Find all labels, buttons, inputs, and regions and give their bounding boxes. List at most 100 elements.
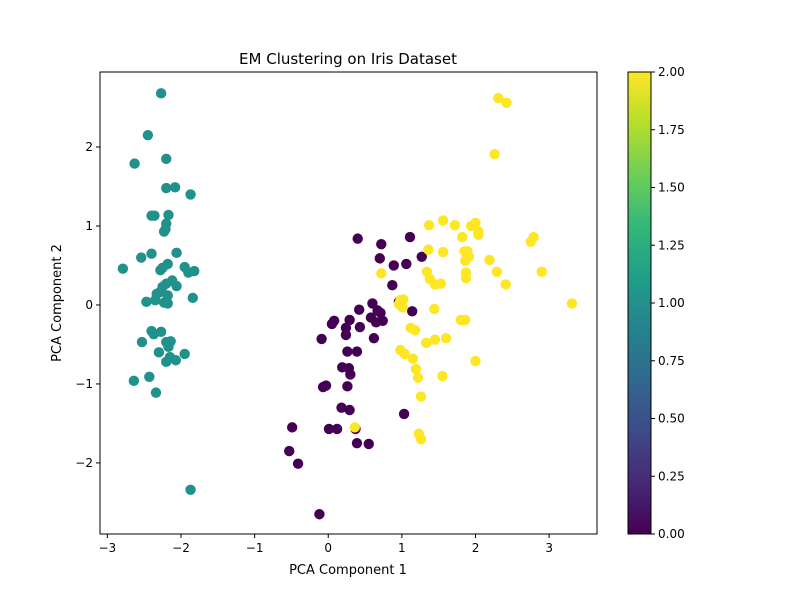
scatter-point-cluster-0 [404,231,416,243]
scatter-point-cluster-2 [429,334,441,345]
scatter-point-cluster-2 [420,337,432,349]
scatter-point-cluster-0 [340,322,352,334]
scatter-point-cluster-0 [363,438,374,450]
colorbar-tick-label: 0.00 [658,527,685,541]
scatter-point-cluster-0 [344,404,355,416]
scatter-point-cluster-1 [136,336,148,348]
scatter-point-cluster-1 [161,153,172,165]
scatter-point-cluster-1 [128,375,140,386]
scatter-point-cluster-1 [155,326,167,338]
x-axis-ticks: −3 −2 −1 0 1 2 3 [99,534,553,555]
y-axis-label: PCA Component 2 [50,244,65,362]
scatter-point-cluster-2 [437,370,448,382]
scatter-point-cluster-2 [440,332,452,344]
scatter-point-cluster-0 [375,307,386,319]
scatter-point-cluster-0 [336,402,347,413]
x-tick-label: −3 [99,541,117,555]
x-tick-label: 3 [545,541,553,555]
scatter-point-cluster-1 [136,252,147,263]
scatter-point-cluster-2 [457,231,468,243]
y-tick-label: 1 [85,219,93,233]
scatter-point-cluster-1 [146,248,157,259]
x-tick-label: −1 [246,541,264,555]
scatter-point-cluster-1 [155,88,167,99]
scatter-point-cluster-2 [399,348,411,360]
colorbar-tick-label: 1.00 [658,296,685,310]
scatter-point-cluster-1 [142,129,154,141]
scatter-point-cluster-2 [435,278,447,289]
scatter-point-cluster-1 [154,287,165,298]
plot-frame [100,72,597,534]
scatter-point-cluster-2 [376,268,387,279]
x-tick-label: 0 [324,541,332,555]
scatter-point-cluster-2 [470,355,481,367]
scatter-point-cluster-2 [493,92,504,104]
scatter-point-cluster-0 [351,346,363,357]
scatter-point-cluster-2 [423,220,435,231]
scatter-point-cluster-2 [501,97,512,109]
scatter-point-cluster-1 [144,371,155,383]
colorbar-tick-label: 1.25 [658,238,685,252]
y-tick-label: 2 [85,140,93,154]
scatter-point-cluster-2 [407,353,419,364]
scatter-point-cluster-2 [566,298,578,309]
scatter-point-cluster-0 [377,315,388,326]
scatter-point-cluster-0 [286,422,298,433]
scatter-point-cluster-2 [410,363,422,375]
colorbar-gradient [627,71,652,535]
colorbar-tick-label: 0.50 [658,412,685,426]
scatter-point-cluster-0 [340,329,352,341]
colorbar-tick-label: 0.25 [658,469,685,483]
scatter-point-cluster-0 [398,408,410,420]
scatter-point-cluster-0 [352,233,363,244]
scatter-point-cluster-1 [161,182,172,194]
scatter-point-cluster-2 [449,220,461,231]
scatter-point-cluster-1 [169,182,181,193]
x-tick-label: 2 [472,541,480,555]
scatter-point-cluster-2 [491,266,503,278]
scatter-point-cluster-0 [354,321,366,333]
scatter-point-cluster-2 [473,226,484,237]
scatter-point-cluster-1 [187,292,198,304]
colorbar-tick-label: 2.00 [658,65,685,79]
scatter-point-cluster-2 [397,302,408,313]
scatter-point-cluster-2 [415,434,427,445]
scatter-point-cluster-0 [388,260,399,271]
scatter-point-cluster-1 [161,356,172,368]
scatter-point-cluster-0 [323,423,335,435]
chart-title: EM Clustering on Iris Dataset [239,50,457,68]
scatter-point-cluster-1 [171,247,182,259]
scatter-point-cluster-0 [284,445,295,457]
scatter-point-cluster-2 [489,148,500,160]
colorbar-tick-label: 0.75 [658,354,685,368]
scatter-point-cluster-2 [412,372,424,383]
scatter-point-cluster-2 [423,244,434,255]
scatter-point-cluster-0 [314,509,325,520]
scatter-point-cluster-0 [331,423,343,435]
scatter-point-cluster-2 [409,325,421,336]
scatter-point-cluster-0 [376,238,387,250]
x-tick-label: 1 [398,541,406,555]
scatter-point-cluster-2 [484,254,495,266]
y-axis-ticks: −2 −1 0 1 2 [75,140,100,470]
scatter-point-cluster-2 [460,314,471,326]
scatter-point-cluster-1 [170,355,182,366]
scatter-point-cluster-2 [470,217,481,229]
scatter-point-cluster-1 [162,258,173,270]
scatter-point-cluster-1 [153,347,165,358]
scatter-point-cluster-2 [429,303,440,315]
scatter-point-cluster-0 [353,304,365,315]
scatter-point-cluster-1 [158,226,170,237]
scatter-point-cluster-1 [179,348,190,360]
scatter-point-cluster-2 [437,246,449,258]
scatter-point-cluster-0 [368,332,380,344]
scatter-point-cluster-2 [437,215,449,226]
scatter-point-cluster-1 [189,265,200,277]
colorbar: 0.00 0.25 0.50 0.75 1.00 1.25 1.50 1.75 2.00 [627,65,685,541]
scatter-point-cluster-1 [129,158,140,169]
scatter-point-cluster-2 [460,272,472,284]
colorbar-tick-label: 1.50 [658,181,685,195]
y-tick-label: 0 [85,298,93,312]
scatter-point-cluster-1 [171,280,182,292]
scatter-point-cluster-1 [162,298,173,309]
